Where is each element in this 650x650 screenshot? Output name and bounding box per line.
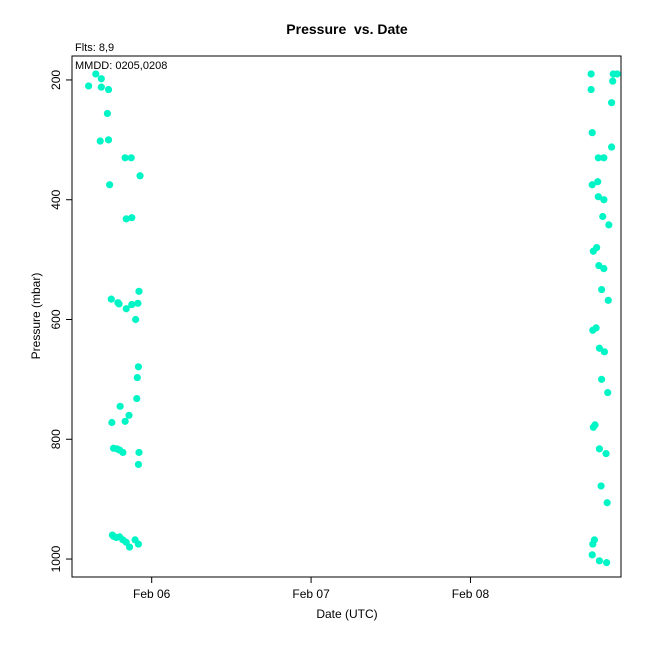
data-point	[589, 247, 597, 255]
data-point	[587, 70, 595, 78]
data-point	[128, 214, 136, 222]
data-point	[134, 460, 143, 469]
data-point	[588, 181, 596, 189]
data-point	[588, 129, 596, 137]
data-point	[122, 215, 130, 223]
data-point	[595, 445, 604, 453]
data-point	[603, 559, 611, 567]
chart-subtitle: Flts: 8,9	[75, 42, 114, 54]
data-point	[598, 285, 606, 294]
data-point	[85, 82, 93, 90]
y-tick-label: 600	[49, 309, 63, 329]
data-point	[587, 85, 595, 94]
x-tick-label: Feb 08	[452, 587, 490, 601]
data-point	[600, 348, 608, 356]
data-point	[125, 411, 133, 419]
data-point	[97, 75, 105, 83]
data-point	[589, 326, 597, 334]
data-point	[133, 394, 141, 403]
data-point	[597, 482, 605, 490]
data-point	[108, 531, 117, 539]
data-point	[594, 178, 602, 186]
data-point	[107, 295, 115, 303]
data-point	[96, 137, 104, 145]
data-point	[594, 154, 602, 162]
data-point	[588, 551, 596, 559]
data-point	[134, 540, 143, 548]
data-point	[134, 363, 143, 371]
data-point	[607, 143, 616, 151]
data-point	[119, 448, 127, 457]
y-tick-label: 200	[49, 70, 63, 90]
data-point	[603, 499, 611, 507]
data-point	[136, 172, 144, 180]
data-point	[589, 540, 597, 548]
y-axis: 200 400 600 800 1000	[49, 70, 72, 572]
x-tick-label: Feb 07	[292, 587, 330, 601]
data-point	[595, 344, 604, 352]
data-point	[605, 221, 613, 229]
plot-frame	[71, 55, 622, 578]
data-point	[116, 402, 124, 410]
data-point	[600, 264, 608, 273]
y-tick-label: 800	[49, 429, 63, 449]
data-point	[103, 109, 112, 118]
data-point	[135, 287, 143, 295]
y-axis-label: Pressure (mbar)	[29, 273, 43, 360]
data-point	[134, 299, 142, 307]
data-point	[594, 193, 602, 201]
data-point	[600, 196, 608, 204]
data-point	[589, 423, 597, 431]
data-point	[97, 83, 105, 91]
data-point	[613, 70, 621, 78]
chart-annotation: MMDD: 0205,0208	[75, 60, 167, 72]
data-point	[127, 154, 135, 162]
data-point	[104, 85, 113, 94]
data-point	[609, 77, 617, 85]
data-point	[121, 417, 129, 425]
data-point	[108, 418, 116, 427]
x-axis: Feb 06 Feb 07 Feb 08	[133, 577, 489, 601]
y-tick-label: 400	[49, 189, 63, 209]
data-point	[600, 154, 608, 162]
data-point	[604, 296, 612, 304]
data-point	[121, 154, 129, 162]
data-point	[602, 450, 610, 458]
data-point	[128, 300, 136, 309]
data-point	[125, 543, 134, 551]
data-point	[595, 557, 604, 565]
data-point	[599, 212, 607, 221]
x-tick-label: Feb 06	[133, 587, 171, 601]
y-tick-label: 1000	[49, 545, 63, 572]
data-point	[122, 305, 130, 313]
scatter-points	[85, 70, 621, 567]
data-point	[135, 448, 143, 457]
data-point	[132, 315, 140, 324]
data-point	[607, 99, 616, 107]
data-point	[604, 388, 612, 397]
data-point	[104, 136, 113, 144]
chart-title: Pressure vs. Date	[286, 21, 408, 37]
data-point	[106, 181, 114, 189]
data-point	[598, 375, 606, 383]
data-point	[115, 300, 123, 308]
x-axis-label: Date (UTC)	[316, 607, 377, 621]
data-point	[92, 70, 100, 78]
data-point	[133, 373, 141, 382]
